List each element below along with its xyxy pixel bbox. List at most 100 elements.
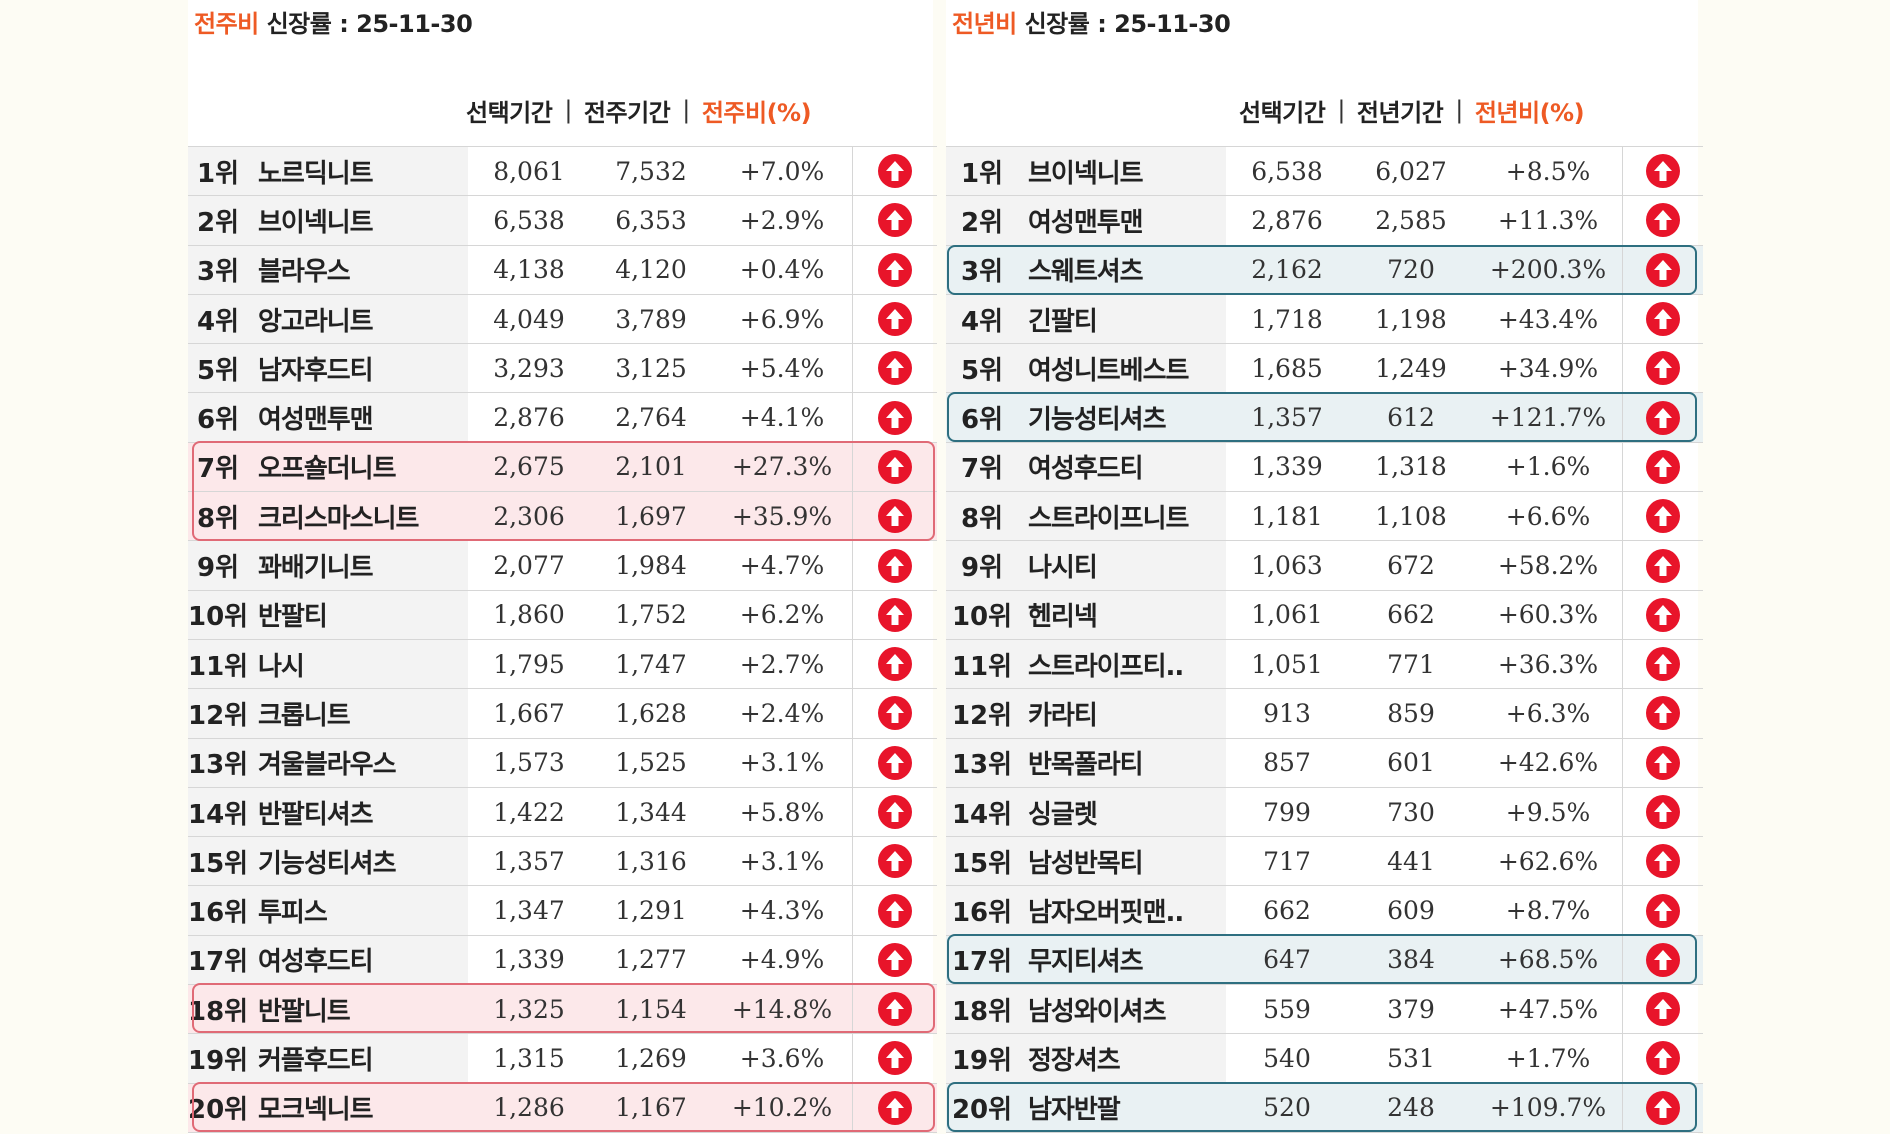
selected-period-value: 1,347 [468,885,590,936]
table-row: 16위 남자오버핏맨.. 662 609 +8.7% [946,885,1703,936]
growth-ratio: +1.7% [1474,1033,1623,1084]
compare-period-value: 6,027 [1348,145,1474,197]
arrow-up-circle-icon [878,203,912,238]
trend-cell [852,1033,937,1084]
item-name: 여성니트베스트 [1018,343,1226,394]
arrow-up-circle-icon [878,844,912,879]
growth-ratio: +6.9% [712,294,853,345]
table-row: 14위 반팔티셔츠 1,422 1,344 +5.8% [188,787,937,838]
trend-cell [852,787,937,838]
growth-ratio: +60.3% [1474,590,1623,640]
table-row: 7위 오프숄더니트 2,675 2,101 +27.3% [188,442,937,493]
col-compare-period: 전년기간 [1356,98,1444,127]
rank-number: 12위 [188,688,248,739]
item-name: 남자오버핏맨.. [1018,885,1226,936]
rank-number: 7위 [946,442,1018,493]
item-name: 나시 [248,639,468,690]
trend-cell [1622,935,1703,986]
compare-period-value: 7,532 [590,145,712,197]
selected-period-value: 520 [1226,1083,1348,1133]
growth-ratio: +2.7% [712,639,853,690]
arrow-up-circle-icon [1646,597,1680,632]
growth-ratio: +58.2% [1474,540,1623,591]
compare-period-value: 248 [1348,1083,1474,1133]
growth-ratio: +10.2% [712,1083,853,1133]
trend-cell [1622,984,1703,1035]
arrow-up-circle-icon [1646,893,1680,928]
arrow-up-circle-icon [1646,696,1680,731]
growth-ratio: +47.5% [1474,984,1623,1035]
selected-period-value: 559 [1226,984,1348,1035]
trend-cell [852,343,937,394]
trend-cell [1622,836,1703,887]
arrow-up-circle-icon [878,696,912,731]
arrow-up-circle-icon [878,302,912,337]
arrow-up-circle-icon [1646,745,1680,780]
rank-number: 7위 [188,442,248,493]
compare-period-value: 612 [1348,392,1474,443]
rank-number: 1위 [946,145,1018,197]
rank-number: 10위 [946,590,1018,640]
compare-period-value: 3,789 [590,294,712,345]
rank-number: 20위 [188,1083,248,1133]
col-selected-period: 선택기간 [1239,98,1326,127]
growth-ratio: +4.7% [712,540,853,591]
table-row: 6위 여성맨투맨 2,876 2,764 +4.1% [188,392,937,443]
rank-number: 3위 [946,245,1018,295]
trend-cell [1622,738,1703,788]
item-name: 반팔티 [248,590,468,640]
compare-period-value: 1,291 [590,885,712,936]
selected-period-value: 647 [1226,935,1348,986]
compare-period-value: 730 [1348,787,1474,838]
trend-cell [1622,392,1703,443]
selected-period-value: 1,325 [468,984,590,1035]
growth-ratio: +68.5% [1474,935,1623,986]
growth-ratio: +2.9% [712,195,853,246]
compare-period-value: 1,154 [590,984,712,1035]
growth-ratio: +9.5% [1474,787,1623,838]
rank-number: 11위 [946,639,1018,690]
trend-cell [852,885,937,936]
trend-cell [852,195,937,246]
table-row: 5위 남자후드티 3,293 3,125 +5.4% [188,343,937,394]
arrow-up-circle-icon [1646,154,1680,189]
growth-ratio: +14.8% [712,984,853,1035]
panel-title: 전년비 신장률 : 25-11-30 [952,4,1231,39]
rank-number: 14위 [946,787,1018,838]
selected-period-value: 6,538 [468,195,590,246]
arrow-up-circle-icon [878,154,912,189]
rank-number: 13위 [188,738,248,788]
growth-ratio: +62.6% [1474,836,1623,887]
table-row: 1위 노르딕니트 8,061 7,532 +7.0% [188,145,937,197]
growth-ratio: +34.9% [1474,343,1623,394]
compare-period-value: 859 [1348,688,1474,739]
selected-period-value: 662 [1226,885,1348,936]
table-row: 18위 남성와이셔츠 559 379 +47.5% [946,984,1703,1035]
growth-ratio: +109.7% [1474,1083,1623,1133]
arrow-up-circle-icon [1646,548,1680,583]
col-separator: | [1455,96,1463,124]
rank-number: 15위 [946,836,1018,887]
arrow-up-circle-icon [878,548,912,583]
rank-number: 6위 [188,392,248,443]
panel-title: 전주비 신장률 : 25-11-30 [194,4,473,39]
selected-period-value: 1,685 [1226,343,1348,394]
selected-period-value: 1,860 [468,590,590,640]
table-row: 12위 카라티 913 859 +6.3% [946,688,1703,739]
rank-number: 17위 [946,935,1018,986]
compare-period-value: 1,747 [590,639,712,690]
selected-period-value: 3,293 [468,343,590,394]
growth-ratio: +0.4% [712,245,853,295]
growth-ratio: +6.3% [1474,688,1623,739]
table-row: 17위 여성후드티 1,339 1,277 +4.9% [188,935,937,986]
item-name: 노르딕니트 [248,145,468,197]
arrow-up-circle-icon [1646,1090,1680,1125]
item-name: 남성와이셔츠 [1018,984,1226,1035]
rank-number: 2위 [946,195,1018,246]
trend-cell [852,639,937,690]
selected-period-value: 4,138 [468,245,590,295]
selected-period-value: 2,077 [468,540,590,591]
yearly-ranking-table: 1위 브이넥니트 6,538 6,027 +8.5% 2위 여성맨투맨 2,876 2,585 +… [946,145,1703,1133]
item-name: 앙고라니트 [248,294,468,345]
rank-number: 2위 [188,195,248,246]
